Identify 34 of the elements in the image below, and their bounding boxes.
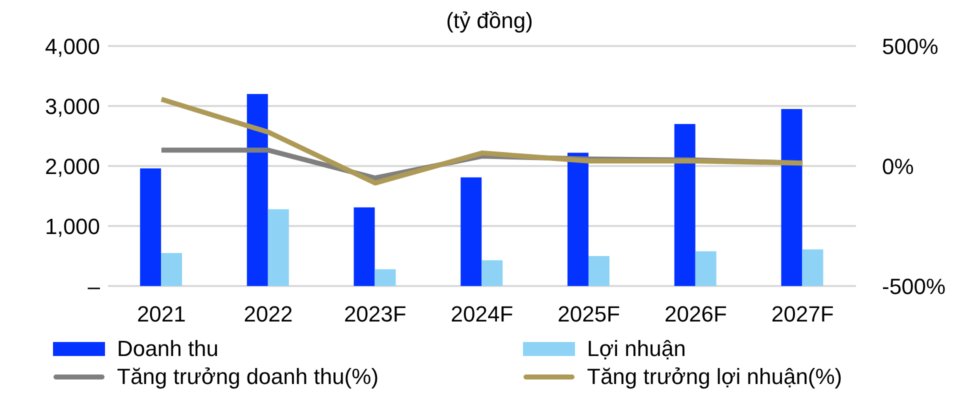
y2-tick-label: 0%	[882, 154, 914, 179]
legend-label: Lợi nhuận	[587, 336, 686, 362]
chart-title: (tỷ đồng)	[446, 8, 533, 33]
x-tick-label: 2026F	[664, 302, 727, 327]
bar	[781, 109, 802, 286]
y2-tick-label: -500%	[882, 274, 946, 299]
y-tick-label: 3,000	[44, 94, 100, 119]
bar	[374, 269, 396, 286]
x-tick-label: 2023F	[344, 302, 406, 327]
bar	[695, 251, 716, 286]
x-tick-label: 2025F	[558, 302, 620, 327]
x-tick-label: 2024F	[450, 302, 514, 327]
bar	[354, 207, 375, 286]
legend-label: Tăng trưởng lợi nhuận(%)	[587, 364, 842, 390]
bar	[140, 168, 162, 286]
y2-tick-label: 500%	[882, 34, 938, 59]
x-tick-label: 2022	[244, 302, 293, 327]
y-tick-label: 2,000	[44, 154, 100, 179]
y-tick-label: 4,000	[44, 34, 100, 59]
x-tick-label: 2021	[136, 302, 186, 327]
y-tick-label: 1,000	[44, 214, 100, 239]
y-tick-label: –	[88, 274, 101, 299]
bar	[674, 124, 696, 286]
bar	[246, 94, 268, 286]
bar	[567, 152, 588, 286]
bar	[268, 209, 289, 286]
bar	[460, 177, 482, 286]
x-tick-label: 2027F	[771, 302, 834, 327]
legend-label: Tăng trưởng doanh thu(%)	[117, 364, 379, 390]
legend-label: Doanh thu	[117, 336, 219, 362]
bar	[802, 249, 824, 286]
bar	[482, 260, 503, 286]
bar	[161, 253, 182, 286]
bar	[588, 256, 610, 286]
